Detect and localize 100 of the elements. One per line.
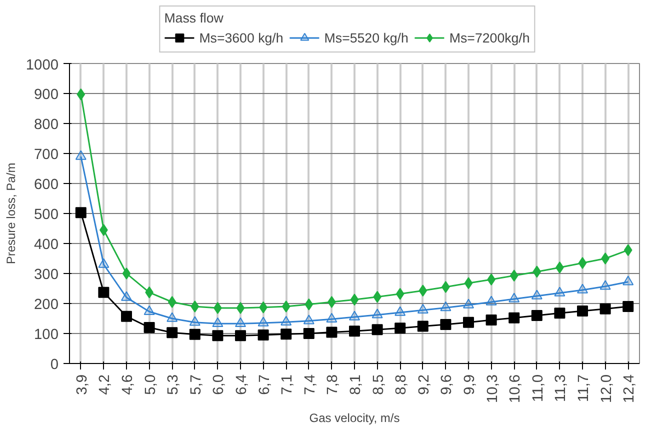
- y-tick-label: 1000: [26, 58, 59, 74]
- y-axis-title: Presure loss, Pa/m: [4, 162, 18, 264]
- point: [622, 301, 634, 312]
- x-tick-label: 12,0: [598, 374, 615, 404]
- legend-label: Ms=7200kg/h: [449, 30, 530, 45]
- point: [235, 317, 246, 327]
- point: [486, 314, 497, 326]
- point: [622, 276, 634, 286]
- point: [166, 327, 178, 338]
- legend-label: Ms=3600 kg/h: [199, 30, 284, 45]
- point: [214, 302, 222, 314]
- point: [212, 317, 224, 327]
- point: [600, 303, 611, 314]
- point: [350, 294, 359, 306]
- point: [554, 308, 566, 319]
- x-tick-label: 9,6: [439, 374, 456, 395]
- point: [556, 262, 564, 274]
- x-tick-label: 11,3: [553, 374, 570, 402]
- x-tick-label: 5,0: [142, 374, 159, 395]
- point: [98, 286, 110, 298]
- point: [76, 88, 86, 100]
- x-tick-label: 8,8: [394, 374, 410, 395]
- x-tick-label: 6,0: [211, 374, 228, 395]
- point: [98, 258, 110, 268]
- point: [463, 316, 474, 328]
- y-tick-label: 200: [34, 297, 59, 313]
- point: [75, 207, 86, 218]
- point: [554, 286, 566, 296]
- point: [144, 305, 155, 315]
- x-tick-label: 9,9: [462, 374, 478, 395]
- x-tick-label: 10,3: [484, 374, 501, 404]
- x-tick-label: 11,0: [530, 374, 546, 402]
- point: [303, 328, 314, 339]
- point: [463, 298, 474, 308]
- x-tick-label: 4,6: [120, 374, 136, 395]
- x-tick-label: 11,7: [576, 374, 592, 402]
- point: [75, 150, 86, 160]
- y-tick-label: 300: [34, 267, 59, 283]
- point: [372, 308, 383, 318]
- x-tick-label: 7,1: [280, 374, 296, 395]
- legend-label: Ms=5520 kg/h: [324, 30, 408, 45]
- y-tick-label: 900: [34, 87, 59, 103]
- y-tick-label: 400: [34, 237, 59, 253]
- point: [601, 252, 610, 264]
- point: [349, 310, 360, 320]
- point: [189, 316, 200, 326]
- point: [487, 274, 496, 286]
- point: [510, 270, 518, 282]
- x-tick-label: 10,6: [508, 374, 524, 404]
- point: [280, 328, 292, 340]
- point: [600, 280, 611, 290]
- point: [166, 312, 178, 322]
- point: [464, 277, 473, 290]
- x-tick-label: 3,9: [74, 374, 90, 395]
- point: [326, 312, 338, 322]
- point: [417, 304, 428, 314]
- point: [486, 296, 497, 306]
- point: [372, 324, 383, 336]
- point: [440, 319, 452, 330]
- point: [624, 244, 632, 256]
- point: [190, 300, 200, 312]
- point: [168, 296, 176, 308]
- point: [121, 291, 132, 301]
- y-tick-label: 100: [34, 327, 59, 343]
- point: [531, 310, 542, 321]
- point: [442, 281, 450, 293]
- point: [577, 284, 588, 294]
- x-tick-label: 7,8: [325, 374, 342, 395]
- point: [282, 300, 290, 312]
- point: [144, 322, 155, 333]
- point: [349, 326, 360, 337]
- point: [121, 310, 132, 322]
- point: [303, 314, 314, 324]
- x-axis-title: Gas velocity, m/s: [309, 411, 400, 426]
- point: [280, 316, 292, 326]
- point: [417, 320, 428, 332]
- point: [328, 296, 336, 308]
- y-tick-label: 0: [50, 357, 59, 373]
- point: [212, 330, 224, 342]
- x-tick-label: 6,7: [256, 374, 273, 395]
- point: [326, 326, 338, 338]
- legend-title: Mass flow: [164, 10, 224, 26]
- point: [236, 302, 245, 314]
- point: [531, 290, 542, 300]
- point: [258, 330, 269, 340]
- x-tick-label: 9,2: [416, 374, 432, 395]
- x-tick-label: 8,5: [370, 374, 387, 395]
- point: [532, 266, 542, 278]
- y-tick-label: 500: [34, 207, 59, 223]
- point: [258, 316, 269, 326]
- y-tick-label: 700: [34, 147, 59, 163]
- point: [396, 288, 404, 300]
- x-tick-label: 6,4: [234, 374, 250, 395]
- x-tick-label: 5,7: [188, 374, 204, 395]
- x-tick-label: 7,4: [302, 374, 318, 395]
- point: [577, 306, 588, 316]
- y-tick-label: 600: [34, 177, 59, 193]
- point: [394, 322, 406, 334]
- point: [122, 268, 131, 280]
- x-tick-label: 8,1: [348, 374, 364, 395]
